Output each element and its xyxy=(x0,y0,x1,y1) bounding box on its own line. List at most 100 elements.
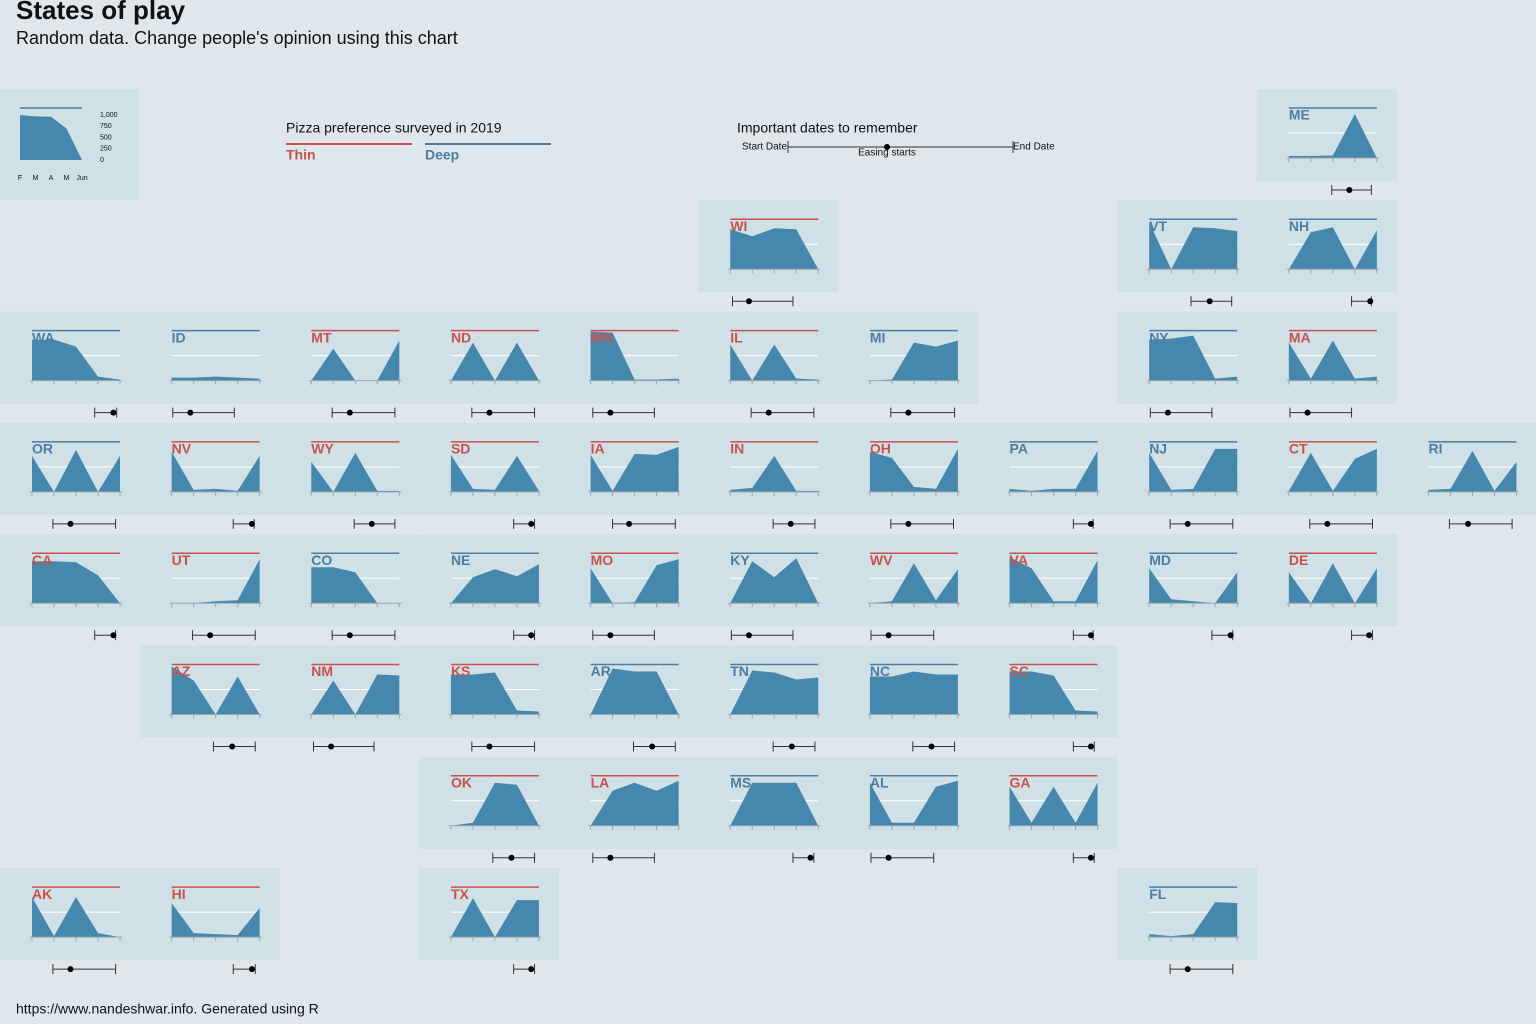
area xyxy=(590,331,679,381)
area xyxy=(450,454,539,492)
state-label: NM xyxy=(311,663,333,679)
area xyxy=(32,449,120,492)
state-label: MD xyxy=(1149,552,1171,568)
easing-dot xyxy=(745,632,752,639)
easing-dot xyxy=(528,520,535,527)
x-tick-label: F xyxy=(18,175,22,182)
area xyxy=(869,671,958,715)
state-label: WV xyxy=(870,552,893,568)
state-label: CA xyxy=(32,552,52,568)
easing-dot xyxy=(607,632,614,639)
state-label: SC xyxy=(1010,663,1029,679)
state-label: ND xyxy=(451,329,471,345)
area xyxy=(450,672,539,715)
state-label: AK xyxy=(32,886,52,902)
y-tick-label: 500 xyxy=(100,134,112,141)
easing-dot xyxy=(1164,409,1171,416)
state-label: WY xyxy=(311,441,334,457)
state-label: NC xyxy=(870,663,890,679)
area xyxy=(311,452,400,492)
legend-title: Pizza preference surveyed in 2019 xyxy=(286,120,502,136)
area xyxy=(32,897,120,938)
area xyxy=(730,670,819,715)
easing-dot xyxy=(1346,187,1353,193)
area xyxy=(450,898,539,938)
area xyxy=(32,561,120,604)
area xyxy=(869,340,958,381)
area xyxy=(1428,450,1517,492)
state-label: OH xyxy=(870,441,891,457)
area xyxy=(1288,114,1377,158)
easing-dot xyxy=(248,966,255,973)
easing-dot xyxy=(346,409,353,416)
easing-dot xyxy=(248,520,255,527)
state-tile xyxy=(418,422,560,515)
state-label: KY xyxy=(730,552,750,568)
easing-dot xyxy=(508,854,515,861)
easing-dot xyxy=(1206,298,1213,305)
area xyxy=(590,559,679,604)
area xyxy=(869,563,958,604)
easing-dot xyxy=(528,632,535,639)
easing-dot xyxy=(649,743,656,750)
state-label: OR xyxy=(32,441,53,457)
state-label: TX xyxy=(451,886,470,902)
area xyxy=(450,342,539,381)
easing-dot xyxy=(110,409,117,416)
area xyxy=(869,448,958,492)
state-label: ID xyxy=(172,329,186,345)
y-tick-label: 0 xyxy=(100,157,104,164)
area xyxy=(730,344,819,381)
state-label: GA xyxy=(1010,775,1031,791)
area xyxy=(450,564,539,604)
area xyxy=(1149,222,1238,270)
area xyxy=(1288,563,1377,604)
area xyxy=(450,782,539,826)
easing-dot xyxy=(885,632,892,639)
state-label: MO xyxy=(591,552,614,568)
state-tile xyxy=(139,645,280,738)
dates-legend-title: Important dates to remember xyxy=(737,120,918,136)
easing-dot xyxy=(486,743,493,750)
state-label: OK xyxy=(451,775,472,791)
easing-dot xyxy=(1184,966,1191,973)
area xyxy=(1288,448,1377,492)
state-label: NH xyxy=(1289,218,1309,234)
easing-dot xyxy=(528,966,535,973)
easing-dot xyxy=(1087,632,1094,639)
state-label: MA xyxy=(1289,329,1311,345)
area xyxy=(311,567,400,604)
easing-dot xyxy=(67,520,74,527)
state-label: AR xyxy=(591,663,611,679)
easing-dot xyxy=(1227,632,1234,639)
state-label: IL xyxy=(730,329,743,345)
state-label: MS xyxy=(730,775,751,791)
easing-dot xyxy=(1087,520,1094,527)
state-label: AZ xyxy=(172,663,191,679)
state-label: NJ xyxy=(1149,441,1167,457)
state-label: TN xyxy=(730,663,749,679)
state-label: NV xyxy=(172,441,192,457)
easing-dot xyxy=(1367,298,1374,305)
area xyxy=(311,340,400,381)
area xyxy=(32,339,120,381)
state-label: DE xyxy=(1289,552,1308,568)
area xyxy=(1288,340,1377,381)
area xyxy=(730,228,819,270)
easing-dot xyxy=(1184,520,1191,527)
easing-dot xyxy=(905,409,912,416)
area xyxy=(590,446,679,492)
area xyxy=(171,451,260,492)
state-label: NE xyxy=(451,552,470,568)
state-label: PA xyxy=(1010,441,1028,457)
easing-dot xyxy=(110,632,117,639)
easing-dot xyxy=(607,854,614,861)
area xyxy=(171,903,260,938)
dates-legend-start: Start Date xyxy=(742,142,787,153)
state-label: WI xyxy=(730,218,747,234)
state-label: MN xyxy=(591,329,613,345)
state-label: LA xyxy=(591,775,610,791)
easing-dot xyxy=(765,409,772,416)
easing-dot xyxy=(187,409,194,416)
